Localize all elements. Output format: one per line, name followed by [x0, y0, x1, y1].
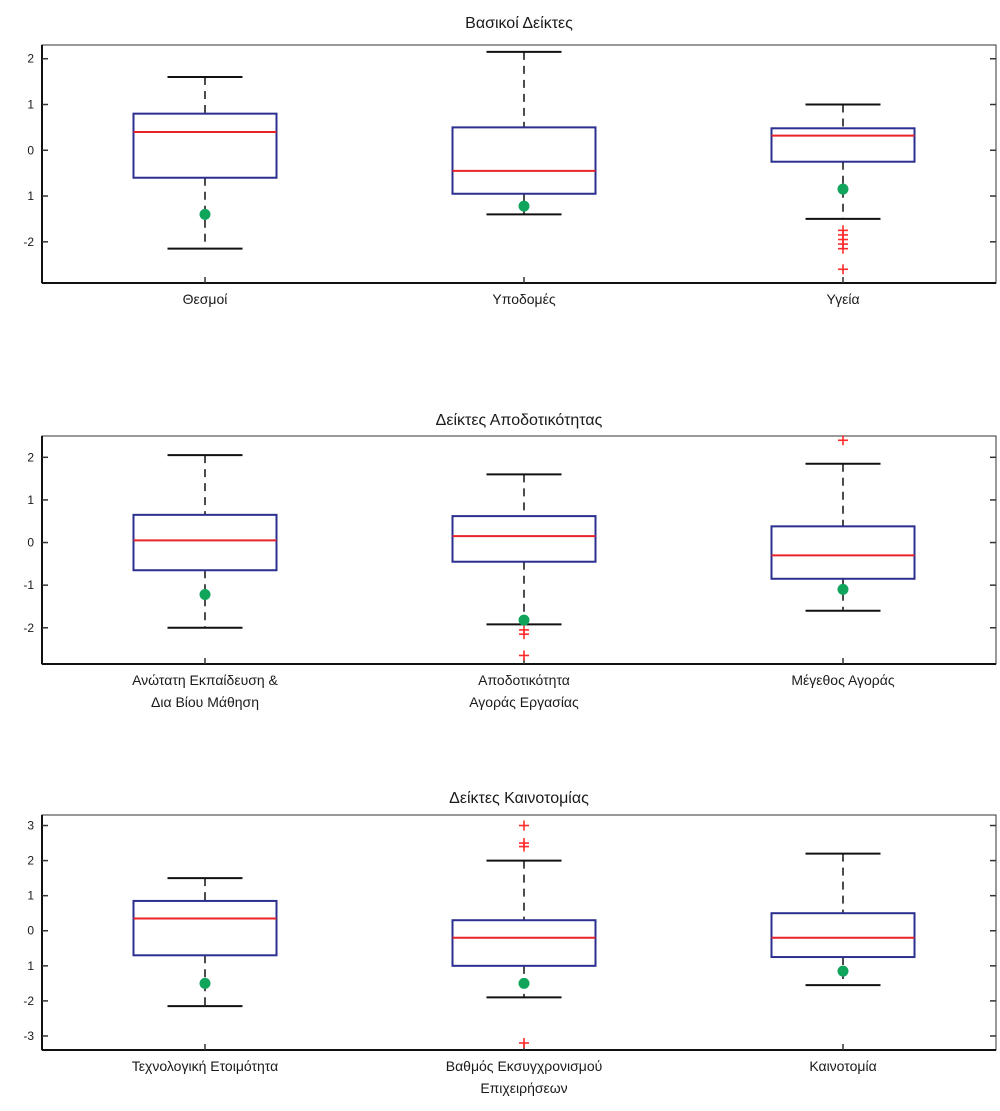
outlier-point: [838, 243, 848, 254]
outlier-point: [519, 841, 529, 852]
category-label: Θεσμοί: [183, 291, 228, 307]
highlight-marker: [518, 200, 530, 212]
box-2: [451, 820, 597, 1048]
highlight-marker: [199, 589, 211, 601]
box-3: [770, 852, 916, 987]
highlight-marker: [518, 614, 530, 626]
highlight-marker: [518, 977, 530, 989]
outlier-point: [519, 820, 529, 831]
iqr-box: [770, 912, 916, 959]
category-label: Δια Βίου Μάθηση: [151, 694, 259, 710]
y-tick-label: 1: [27, 189, 34, 203]
iqr-box: [451, 919, 597, 967]
outlier-point: [838, 264, 848, 275]
category-label: Αποδοτικότητα: [478, 672, 570, 688]
panel-3: Δείκτες Καινοτομίας 3 2 1 0 1 -2 -3 Τεχνολογική …: [23, 790, 997, 1096]
y-tick-label: 1: [27, 889, 34, 903]
box-1: [132, 877, 278, 1008]
y-tick-label: 2: [27, 450, 34, 464]
iqr-box: [451, 515, 597, 563]
y-tick-label: 0: [27, 924, 34, 938]
highlight-marker: [837, 965, 849, 977]
outlier-point: [838, 435, 848, 446]
chart-title: Βασικοί Δείκτες: [465, 15, 573, 32]
iqr-box: [770, 127, 916, 163]
highlight-marker: [837, 183, 849, 195]
box-1: [132, 454, 278, 629]
box-2: [451, 50, 597, 216]
highlight-marker: [199, 208, 211, 220]
y-tick-label: 0: [27, 143, 34, 157]
category-label: Υγεία: [826, 291, 859, 307]
panel-2: Δείκτες Αποδοτικότητας 2 1 0 -1 -2 Ανώτατη Εκπ…: [23, 412, 997, 710]
category-label: Ανώτατη Εκπαίδευση &: [132, 672, 278, 688]
iqr-box: [770, 525, 916, 580]
outlier-point: [519, 1037, 529, 1048]
y-tick-label: 1: [27, 493, 34, 507]
outlier-point: [519, 650, 529, 661]
iqr-box: [132, 899, 278, 957]
chart-title: Δείκτες Αποδοτικότητας: [436, 412, 603, 429]
y-tick-label: 1: [27, 959, 34, 973]
y-tick-label: -2: [23, 994, 34, 1008]
highlight-marker: [199, 977, 211, 989]
panel-1: Βασικοί Δείκτες 2 1 0 1 -2 Θεσμοί Υποδομές Υγεία: [23, 15, 997, 307]
y-tick-label: 2: [27, 52, 34, 66]
y-tick-label: -2: [23, 621, 34, 635]
category-label: Βαθμός Εκσυγχρονισμού: [446, 1058, 603, 1074]
chart-title: Δείκτες Καινοτομίας: [449, 790, 589, 807]
y-tick-label: -1: [23, 578, 34, 592]
y-tick-label: 0: [27, 536, 34, 550]
iqr-box: [132, 513, 278, 572]
category-label: Υποδομές: [492, 291, 555, 307]
category-label: Μέγεθος Αγοράς: [791, 672, 895, 688]
iqr-box: [451, 126, 597, 195]
box-2: [451, 473, 597, 661]
category-label: Τεχνολογική Ετοιμότητα: [132, 1058, 278, 1074]
y-tick-label: -3: [23, 1029, 34, 1043]
box-1: [132, 76, 278, 250]
category-label: Αγοράς Εργασίας: [469, 694, 579, 710]
y-tick-label: -2: [23, 235, 34, 249]
y-tick-label: 3: [27, 819, 34, 833]
outlier-point: [519, 629, 529, 640]
box-3: [770, 435, 916, 612]
highlight-marker: [837, 583, 849, 595]
category-label: Επιχειρήσεων: [480, 1080, 567, 1096]
category-label: Καινοτομία: [809, 1058, 876, 1074]
y-tick-label: 1: [27, 98, 34, 112]
box-3: [770, 103, 916, 275]
y-tick-label: 2: [27, 854, 34, 868]
iqr-box: [132, 112, 278, 179]
